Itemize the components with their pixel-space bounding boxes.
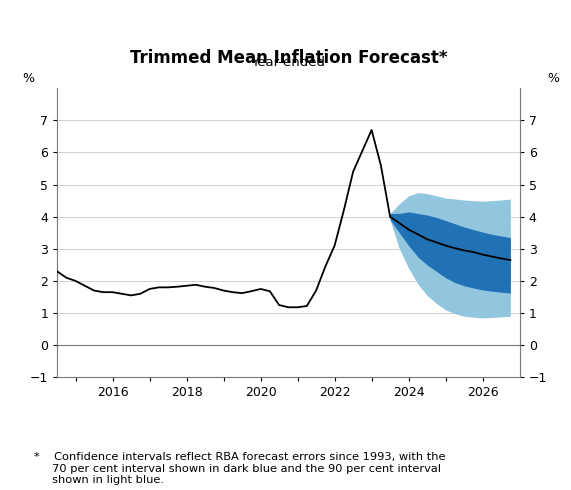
Text: Year-ended: Year-ended	[251, 56, 325, 70]
Text: %: %	[22, 73, 34, 85]
Text: *    Confidence intervals reflect RBA forecast errors since 1993, with the
     : * Confidence intervals reflect RBA forec…	[34, 452, 446, 485]
Text: %: %	[548, 73, 560, 85]
Title: Trimmed Mean Inflation Forecast*: Trimmed Mean Inflation Forecast*	[130, 49, 447, 67]
